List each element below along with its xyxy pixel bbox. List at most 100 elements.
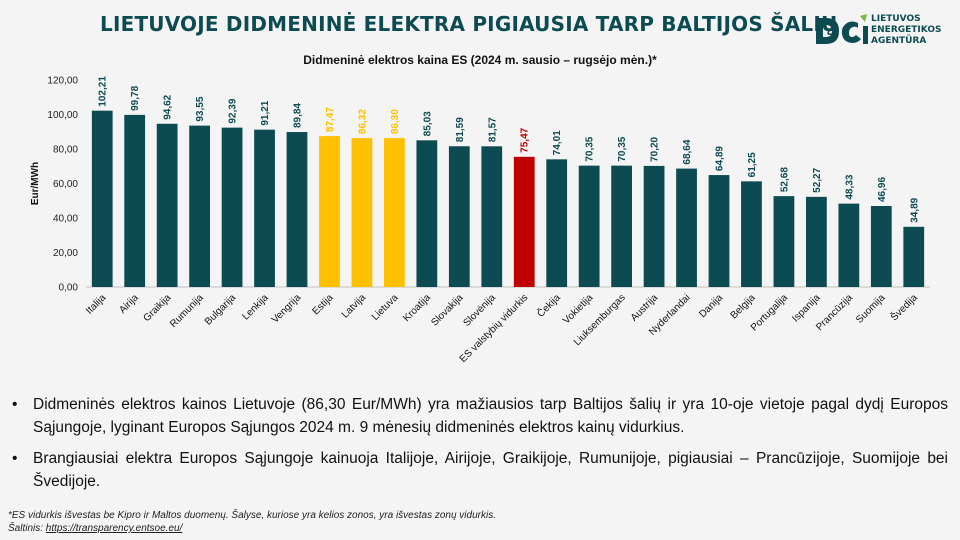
bullet-dot: • — [12, 396, 18, 413]
data-label: 87,47 — [325, 107, 336, 132]
bullet-dot: • — [12, 450, 18, 467]
data-label: 61,25 — [747, 152, 758, 177]
data-label: 68,64 — [682, 139, 693, 164]
footnote-source: Šaltinis: https://transparency.entsoe.eu… — [8, 522, 496, 535]
bar — [254, 129, 275, 287]
bar — [416, 140, 438, 287]
page-title: LIETUVOJE DIDMENINĖ ELEKTRA PIGIAUSIA TA… — [100, 12, 838, 36]
y-axis-title: Eur/MWh — [30, 162, 41, 205]
data-label: 81,59 — [455, 117, 466, 142]
logo-line: AGENTŪRA — [871, 36, 927, 46]
x-tick-label: Slovakija — [429, 292, 465, 328]
bar — [805, 196, 827, 287]
x-tick-label: Austrija — [629, 292, 661, 324]
x-tick-label: Estija — [311, 292, 336, 317]
data-label: 89,84 — [293, 103, 304, 128]
agency-logo: LIETUVOS ENERGETIKOS AGENTŪRA — [812, 12, 952, 50]
bar-chart: Eur/MWh 0,00 20,00 40,00 60,00 80,00 100,00 120… — [30, 76, 930, 365]
bar — [351, 138, 373, 287]
data-label: 70,35 — [617, 136, 628, 161]
data-label: 93,55 — [195, 96, 206, 121]
x-tick-label: Airija — [117, 292, 141, 316]
data-label: 46,96 — [877, 177, 888, 202]
x-tick-label: Kroatija — [401, 292, 433, 324]
bar — [838, 203, 860, 287]
data-label: 102,21 — [98, 76, 109, 107]
data-label: 74,01 — [552, 130, 563, 155]
bar — [448, 146, 470, 287]
data-label: 86,32 — [357, 109, 368, 134]
bar — [903, 226, 925, 287]
data-label: 64,89 — [715, 146, 726, 171]
x-tick-label: Graikija — [142, 292, 174, 324]
bar — [221, 127, 243, 287]
bar — [319, 136, 340, 287]
bullet-text: Brangiausiai elektra Europos Sąjungoje k… — [33, 450, 948, 490]
logo-line: LIETUVOS — [871, 14, 921, 24]
y-tick-label: 100,00 — [47, 110, 78, 121]
bar — [676, 168, 697, 287]
bar — [513, 156, 535, 287]
x-tick-label: Ispanija — [790, 292, 822, 324]
data-label: 75,47 — [520, 127, 531, 152]
footnote: *ES vidurkis išvestas be Kipro ir Maltos… — [8, 509, 496, 535]
bar — [773, 196, 795, 287]
bullet-list: • Didmeninės elektros kainos Lietuvoje (8… — [8, 393, 948, 501]
bullet-text: Didmeninės elektros kainos Lietuvoje (86… — [33, 396, 948, 436]
data-label: 99,78 — [130, 85, 141, 110]
x-tick-label: Čekija — [534, 291, 563, 320]
bullet-item: • Brangiausiai elektra Europos Sąjungoje … — [8, 447, 948, 493]
logo-mark-icon — [816, 14, 868, 44]
source-link[interactable]: https://transparency.entsoe.eu/ — [45, 523, 183, 534]
y-tick-label: 0,00 — [59, 283, 79, 294]
y-tick-label: 20,00 — [53, 248, 78, 259]
x-tick-label: Danija — [697, 292, 725, 320]
y-tick-label: 60,00 — [53, 179, 78, 190]
x-tick-label: Belgija — [729, 292, 758, 321]
bar — [578, 165, 600, 287]
bar — [870, 205, 892, 287]
data-label: 91,21 — [260, 100, 271, 125]
bar — [643, 165, 665, 287]
x-tick-label: Lietuva — [370, 292, 401, 323]
bar — [91, 110, 113, 288]
data-label: 85,03 — [422, 111, 433, 136]
chart-subtitle: Didmeninė elektros kaina ES (2024 m. sau… — [303, 53, 657, 67]
data-label: 92,39 — [228, 98, 239, 123]
x-tick-label: Italija — [84, 292, 109, 317]
bar — [156, 123, 178, 287]
x-tick-label: Bulgarija — [203, 292, 239, 328]
logo-text: LIETUVOS ENERGETIKOS AGENTŪRA — [871, 14, 941, 47]
x-tick-label: Lenkija — [240, 292, 270, 322]
data-label: 86,30 — [390, 109, 401, 134]
y-tick-label: 40,00 — [53, 214, 78, 225]
bar — [481, 146, 503, 287]
data-label: 94,62 — [163, 94, 174, 119]
bullet-item: • Didmeninės elektros kainos Lietuvoje (8… — [8, 393, 948, 439]
x-tick-label: Vengrija — [270, 292, 304, 326]
data-label: 70,35 — [585, 136, 596, 161]
logo-line: ENERGETIKOS — [871, 25, 942, 35]
data-label: 52,27 — [812, 167, 823, 192]
data-label: 34,89 — [909, 197, 920, 222]
bar — [611, 165, 633, 287]
footnote-note: *ES vidurkis išvestas be Kipro ir Maltos… — [8, 510, 496, 521]
source-label: Šaltinis: — [8, 523, 46, 534]
bar — [383, 138, 405, 287]
y-tick-label: 120,00 — [47, 76, 78, 87]
y-tick-label: 80,00 — [53, 145, 78, 156]
bar — [124, 114, 146, 287]
data-label: 81,57 — [487, 117, 498, 142]
x-tick-label: Latvija — [340, 292, 369, 321]
bar — [189, 125, 211, 287]
data-label: 48,33 — [844, 174, 855, 199]
bar — [546, 159, 568, 287]
x-tick-label: Suomija — [854, 292, 888, 326]
bar — [286, 132, 308, 287]
x-tick-label: Švedija — [887, 291, 920, 324]
data-label: 70,20 — [650, 136, 661, 161]
data-label: 52,68 — [779, 167, 790, 192]
bar — [708, 175, 730, 287]
bar — [741, 181, 762, 287]
x-tick-label: Rumunija — [168, 292, 206, 330]
